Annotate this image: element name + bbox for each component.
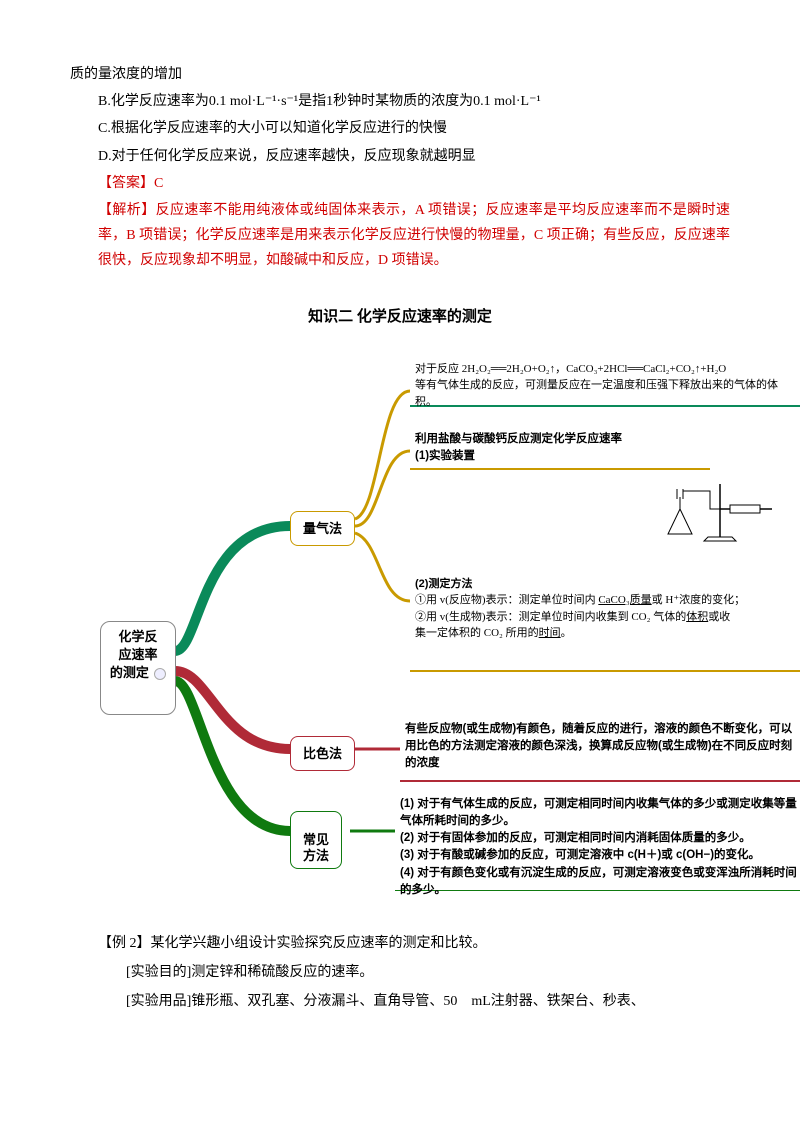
- branch-common-label: 常见 方法: [303, 832, 329, 863]
- color-txt: 有些反应物(或生成物)有颜色，随着反应的进行，溶液的颜色不断变化，可以用比色的方…: [405, 721, 800, 773]
- explanation: 【解析】反应速率不能用纯液体或纯固体来表示，A 项错误；反应速率是平均反应速率而…: [98, 198, 730, 274]
- frag-line: 质的量浓度的增加: [70, 62, 730, 87]
- mindmap: 化学反 应速率 的测定 量气法 比色法 常见 方法 对于反应 2H₂O₂══2H…: [100, 351, 800, 891]
- gas-t1a: 对于反应 2H₂O₂══2H₂O+O₂↑，CaCO₃+2HCl══CaCl₂+C…: [415, 361, 795, 378]
- gas-t3a: (2)测定方法: [415, 576, 800, 593]
- ex2-materials: [实验用品]锥形瓶、双孔塞、分液漏斗、直角导管、50 mL注射器、铁架台、秒表、: [126, 989, 730, 1014]
- common-txt: (1) 对于有气体生成的反应，可测定相同时间内收集气体的多少或测定收集等量气体所…: [400, 796, 800, 900]
- gas-method: (2)测定方法 ①用 v(反应物)表示：测定单位时间内 CaCO₃质量或 H⁺浓…: [415, 576, 800, 642]
- gas-t3d: 集一定体积的 CO₂ 所用的时间。: [415, 625, 800, 642]
- option-b: B.化学反应速率为0.1 mol·L⁻¹·s⁻¹是指1秒钟时某物质的浓度为0.1…: [98, 89, 730, 114]
- option-c: C.根据化学反应速率的大小可以知道化学反应进行的快慢: [98, 116, 730, 141]
- gas-txt-1: 对于反应 2H₂O₂══2H₂O+O₂↑，CaCO₃+2HCl══CaCl₂+C…: [415, 361, 795, 411]
- b3-4: (4) 对于有颜色变化或有沉淀生成的反应，可测定溶液变色或变浑浊所消耗时间的多少…: [400, 865, 800, 900]
- section-title: 知识二 化学反应速率的测定: [70, 304, 730, 331]
- gas-exp: 利用盐酸与碳酸钙反应测定化学反应速率 (1)实验装置: [415, 431, 715, 466]
- ex2-purpose: [实验目的]测定锌和稀硫酸反应的速率。: [126, 960, 730, 985]
- answer: 【答案】C: [98, 171, 730, 196]
- root-node: 化学反 应速率 的测定: [100, 621, 176, 715]
- branch-gas: 量气法: [290, 511, 355, 546]
- gas-t1b: 等有气体生成的反应，可测量反应在一定温度和压强下释放出来的气体的体积。: [415, 377, 795, 410]
- apparatus-icon: [660, 479, 780, 549]
- branch-color-label: 比色法: [303, 746, 342, 761]
- ex2-head: 【例 2】某化学兴趣小组设计实验探究反应速率的测定和比较。: [98, 931, 730, 956]
- gas-t3c: ②用 v(生成物)表示：测定单位时间内收集到 CO₂ 气体的体积或收: [415, 609, 800, 626]
- branch-common: 常见 方法: [290, 811, 342, 870]
- b3-1: (1) 对于有气体生成的反应，可测定相同时间内收集气体的多少或测定收集等量气体所…: [400, 796, 800, 831]
- branch-color: 比色法: [290, 736, 355, 771]
- b3-2: (2) 对于有固体参加的反应，可测定相同时间内消耗固体质量的多少。: [400, 830, 800, 847]
- option-d: D.对于任何化学反应来说，反应速率越快，反应现象就越明显: [98, 144, 730, 169]
- example-2: 【例 2】某化学兴趣小组设计实验探究反应速率的测定和比较。 [实验目的]测定锌和…: [70, 931, 730, 1015]
- branch-gas-label: 量气法: [303, 521, 342, 536]
- root-label: 化学反 应速率 的测定: [110, 629, 158, 680]
- b3-3: (3) 对于有酸或碱参加的反应，可测定溶液中 c(H＋)或 c(OH−)的变化。: [400, 847, 800, 864]
- gas-t2a: 利用盐酸与碳酸钙反应测定化学反应速率: [415, 431, 715, 448]
- gas-t3b: ①用 v(反应物)表示：测定单位时间内 CaCO₃质量或 H⁺浓度的变化；: [415, 592, 800, 609]
- gas-t2b: (1)实验装置: [415, 448, 715, 465]
